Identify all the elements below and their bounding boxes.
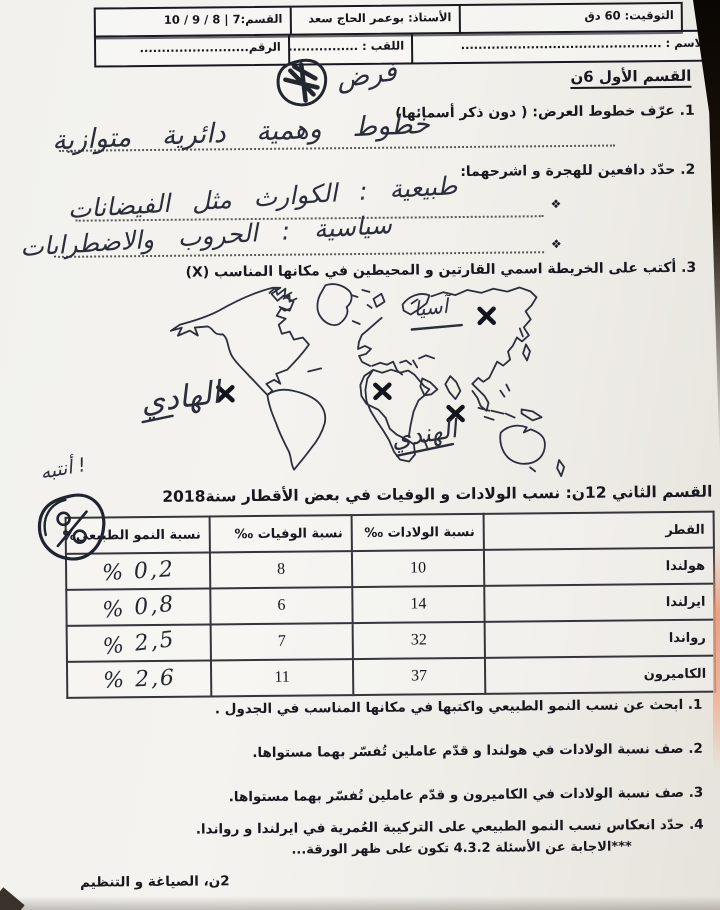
section2-question-4: 4. حدّد انعكاس نسب النمو الطبيعي على الت… [195,816,704,838]
photo-bottom-shadow [0,896,720,910]
country-cell: ايرلندا [484,583,715,622]
question-2: 2. حدّد دافعين للهجرة و اشرحهما: [460,161,696,181]
deaths-cell: 6 [210,587,353,625]
country-cell: رواندا [484,619,715,658]
section2-question-2: 2. صف نسبة الولادات في هولندا و قدّم عام… [252,740,703,762]
circled-percent-annotation [38,493,106,561]
births-cell: 32 [352,621,485,660]
map-label-asia-handwriting: آسيا [412,293,450,321]
table-header-row: القطر نسبة الولادات ‰ نسبة الوفيات ‰ نسب… [63,511,714,554]
deaths-cell: 11 [210,659,354,697]
births-cell: 14 [352,585,485,624]
col-header-country: القطر [483,511,714,550]
growth-cell: % 2,5 [66,624,211,662]
table-row: الكاميرون 37 11 % 2,6 [66,655,716,698]
growth-handwriting: % 2,6 [102,665,177,694]
rates-table: القطر نسبة الولادات ‰ نسبة الوفيات ‰ نسب… [63,510,717,699]
section2-question-3: 3. صف نسبة الولادات في الكاميرون و قدّم … [228,784,704,806]
section1-title: القسم الأول 6ن [570,66,692,89]
table-row: ايرلندا 14 6 % 0,8 [66,583,715,626]
grade-word-handwriting: فرض [334,56,399,95]
country-cell: هولندا [483,547,715,586]
table-row: هولندا 10 8 % 0,2 [65,547,715,590]
growth-handwriting: % 2,5 [101,626,177,660]
header-teacher: الأستاذ: بوعمر الحاج سعد [291,6,461,36]
diamond-bullet-icon: ❖ [550,237,562,252]
deaths-cell: 8 [209,551,353,589]
deaths-cell: 7 [210,623,353,661]
diamond-bullet-icon: ❖ [550,197,562,212]
world-map-sketch [141,283,566,477]
header-number-field: الرقم......................... [95,35,290,66]
map-x-mark-icon-indian [446,404,465,423]
header-name-field: الاسم : ................................… [460,35,708,53]
map-x-mark-icon-asia [477,306,496,326]
world-map-region: آسيا الهادي الهندي [131,280,595,486]
growth-cell: % 0,8 [66,588,211,626]
country-cell: الكاميرون [484,655,716,694]
question-3: 3. أكتب على الخريطة اسمي القارتين و المح… [185,259,697,281]
photo-pink-edge [713,545,720,770]
header-row-2: الاسم : ................................… [93,29,717,68]
growth-handwriting: % 0,8 [100,591,176,624]
births-cell: 37 [352,657,486,696]
question-1: 1. عرّف خطوط العرض: ( دون ذكر أسمائها) [395,102,695,122]
section2-title: القسم الثاني 12ن: نسب الولادات و الوفيات… [162,482,713,506]
map-x-mark-icon-africa [373,382,392,401]
births-cell: 10 [351,549,485,588]
growth-cell: % 2,6 [66,660,212,698]
table-row: رواندا 32 7 % 2,5 [66,619,715,662]
footer-points: 2ن، الصياغة و التنظيم [80,873,230,891]
map-x-mark-icon-pacific [216,384,235,403]
section2-question-1: 1. ابحث عن نسب النمو الطبيعي واكتبها في … [214,696,703,718]
grade-scribble-icon [276,58,328,107]
col-header-births: نسبة الولادات ‰ [351,513,484,552]
footnote: ***الاجابة عن الأسئلة 4.3.2 تكون على ظهر… [291,839,632,858]
col-header-deaths: نسبة الوفيات ‰ [209,515,352,553]
attention-note-handwriting: أنتبه ! [38,453,88,484]
